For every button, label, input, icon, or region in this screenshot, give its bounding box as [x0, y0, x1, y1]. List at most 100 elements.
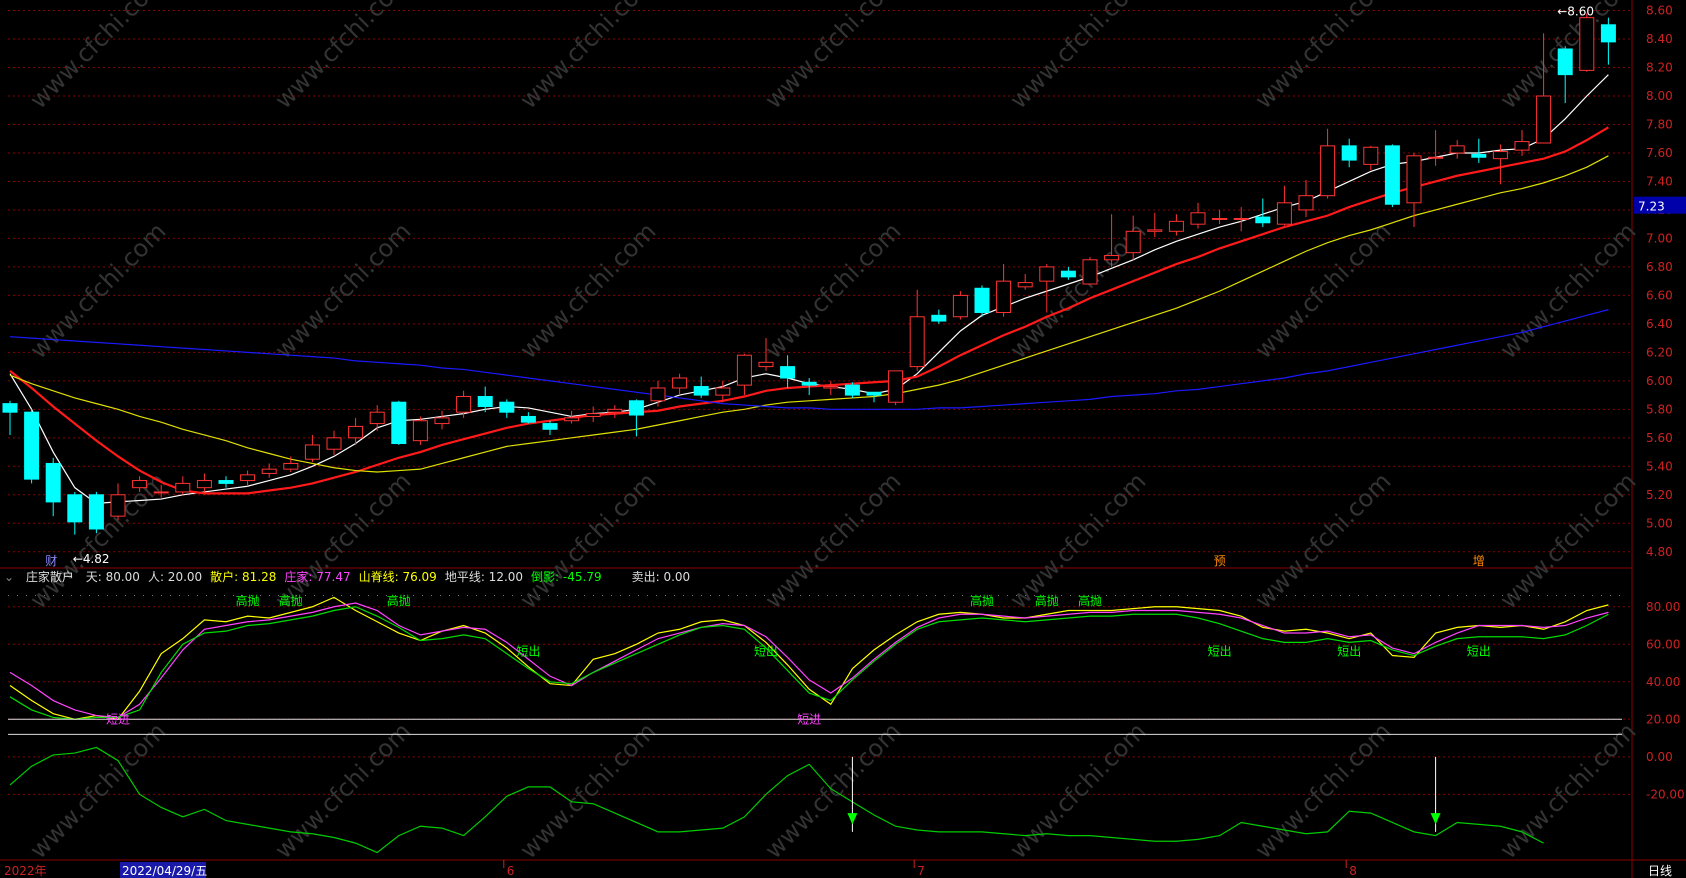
sub-line-3	[9, 746, 1544, 854]
watermark-text: www.cfchi.com	[1249, 217, 1396, 364]
current-price-label: 7.23	[1638, 200, 1665, 214]
price-tick-label: 5.60	[1646, 431, 1673, 445]
price-tick-label: 5.40	[1646, 459, 1673, 473]
price-tick-label: 5.20	[1646, 488, 1673, 502]
candle-body	[88, 494, 104, 530]
watermark-text: www.cfchi.com	[1494, 467, 1641, 614]
ma-line-ma5	[9, 74, 1609, 504]
signal-short-out: 短出	[516, 645, 540, 659]
price-tick-label: 7.40	[1646, 174, 1673, 188]
watermark-text: www.cfchi.com	[759, 0, 906, 114]
candle-body	[974, 287, 990, 313]
candle-body	[952, 294, 968, 318]
candle-body	[1600, 24, 1616, 43]
signal-short-out: 短出	[1208, 645, 1232, 659]
signal-short-out: 短出	[1337, 645, 1361, 659]
cursor-date-box	[120, 862, 206, 878]
candle-body	[1233, 217, 1249, 220]
candle-body	[412, 420, 428, 442]
candle-body	[1125, 230, 1141, 254]
event-marker-yu: 预	[1214, 554, 1226, 568]
price-tick-label: 8.00	[1646, 89, 1673, 103]
candle-body	[520, 415, 536, 423]
watermark-text: www.cfchi.com	[24, 0, 171, 114]
signal-short-out: 短出	[1467, 645, 1491, 659]
candle-body	[1017, 282, 1033, 288]
price-tick-label: 8.60	[1646, 4, 1673, 18]
candle-body	[261, 468, 277, 474]
candle-body	[931, 314, 947, 322]
candle-body	[736, 354, 752, 386]
indicator-param-2: 散户: 81.28	[210, 570, 277, 584]
candle-body	[888, 370, 904, 403]
sub-tick-label: 80.00	[1646, 600, 1680, 614]
candle-body	[304, 444, 320, 460]
candle-body	[650, 387, 666, 402]
price-tick-label: 6.80	[1646, 260, 1673, 274]
signal-high-sell: 高抛	[970, 593, 994, 608]
candle-body	[585, 413, 601, 417]
candle-body	[715, 387, 731, 396]
buy-arrow-head	[847, 813, 858, 825]
time-label-year: 2022年	[4, 864, 47, 878]
candle-body	[1384, 145, 1400, 205]
candle-body	[866, 391, 882, 396]
candle-body	[801, 381, 817, 386]
candle-body	[1471, 153, 1487, 158]
candle-body	[1168, 220, 1184, 232]
watermark-text: www.cfchi.com	[24, 717, 171, 864]
indicator-name[interactable]: 庄家散户	[25, 570, 74, 584]
candle-body	[1536, 95, 1552, 144]
price-tick-label: 6.00	[1646, 374, 1673, 388]
candle-body	[1406, 155, 1422, 204]
watermark-text: www.cfchi.com	[514, 0, 661, 114]
watermark-text: www.cfchi.com	[759, 467, 906, 614]
indicator-param-6: 倒影: -45.79	[531, 570, 602, 584]
candle-body	[1147, 229, 1163, 232]
candle-body	[628, 400, 644, 416]
candle-body	[326, 437, 342, 450]
candle-body	[1082, 259, 1098, 285]
indicator-param-0: 天: 80.00	[85, 570, 140, 584]
candle-body	[1190, 212, 1206, 225]
watermark-text: www.cfchi.com	[269, 717, 416, 864]
price-tick-label: 7.60	[1646, 146, 1673, 160]
candle-body	[499, 401, 515, 413]
watermark-text: www.cfchi.com	[269, 217, 416, 364]
price-tick-label: 4.80	[1646, 545, 1673, 559]
sub-tick-label: 20.00	[1646, 712, 1680, 726]
watermark-text: www.cfchi.com	[269, 467, 416, 614]
price-tick-label: 7.00	[1646, 231, 1673, 245]
high-price-label: ←8.60	[1557, 5, 1594, 19]
candle-body	[477, 396, 493, 407]
price-tick-label: 8.40	[1646, 32, 1673, 46]
candle-body	[844, 384, 860, 396]
candle-body	[348, 425, 364, 439]
price-tick-label: 5.80	[1646, 402, 1673, 416]
watermark-text: www.cfchi.com	[1004, 467, 1151, 614]
sub-tick-label: 40.00	[1646, 675, 1680, 689]
collapse-icon[interactable]: ⌄	[4, 570, 15, 584]
price-tick-label: 8.20	[1646, 61, 1673, 75]
sub-line-2	[9, 606, 1609, 720]
candle-body	[693, 386, 709, 396]
signal-short-in: 短进	[106, 712, 130, 726]
candle-body	[1449, 145, 1465, 154]
candle-body	[153, 491, 169, 494]
indicator-param-4: 山脊线: 76.09	[358, 570, 437, 584]
low-price-label: ←4.82	[73, 552, 110, 566]
candle-body	[240, 474, 256, 482]
signal-high-sell: 高抛	[279, 593, 303, 608]
signal-short-in: 短进	[797, 712, 821, 726]
candle-body	[1276, 202, 1292, 225]
time-label-month-7: 7	[917, 864, 925, 878]
sub-line-1	[9, 602, 1609, 719]
watermark-text: www.cfchi.com	[1494, 217, 1641, 364]
time-label-month-6: 6	[507, 864, 515, 878]
watermark-text: www.cfchi.com	[1249, 717, 1396, 864]
candle-body	[996, 280, 1012, 313]
candle-body	[283, 462, 299, 470]
candle-body	[67, 494, 83, 523]
